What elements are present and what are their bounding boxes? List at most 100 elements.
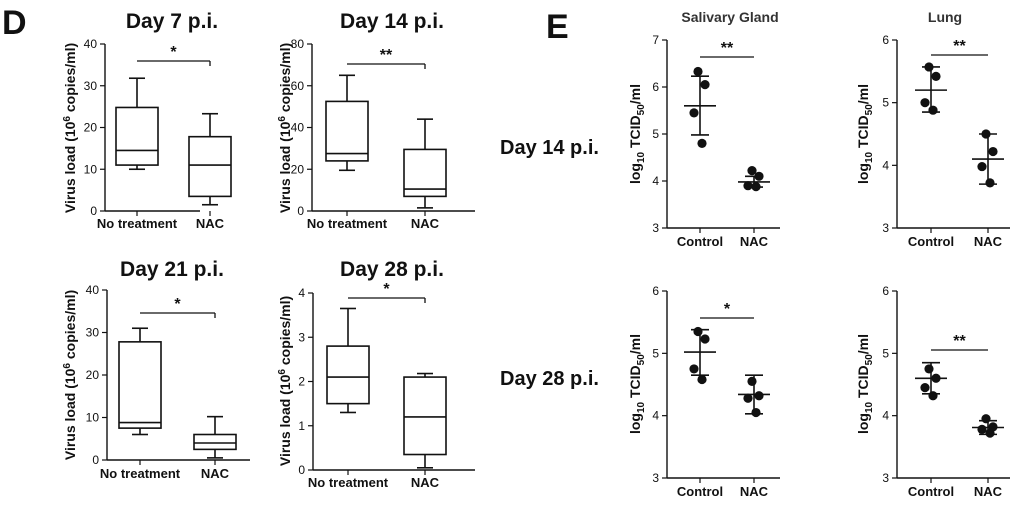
data-point	[697, 138, 707, 148]
significance-label: *	[174, 296, 181, 313]
box-iqr	[325, 100, 369, 162]
y-tick-label: 20	[84, 121, 98, 135]
category-label: NAC	[740, 484, 769, 499]
chart-d2: Day 14 p.i. 0 20 40 60 80 No treatment NAC Virus…	[277, 10, 475, 231]
data-point	[743, 393, 753, 403]
y-tick-label: 4	[882, 409, 889, 423]
box-iqr	[115, 106, 159, 166]
data-point	[988, 146, 998, 157]
chart-d4: Day 28 p.i. 0 1 2 3 4 No treatment NAC Virus loa…	[277, 258, 475, 490]
box-iqr	[193, 433, 237, 451]
category-label: NAC	[411, 475, 440, 490]
chart-title: Day 14 p.i.	[340, 10, 444, 33]
y-tick-label: 3	[882, 221, 889, 235]
y-tick-label: 6	[652, 284, 659, 298]
y-label-superscript: 6	[277, 369, 288, 375]
y-tick-label: 7	[652, 33, 659, 47]
data-point	[693, 66, 703, 77]
box-iqr	[326, 345, 370, 405]
box-iqr	[188, 135, 232, 198]
chart-title: Day 21 p.i.	[120, 258, 224, 281]
data-point	[985, 428, 995, 438]
y-axis-label: log10 TCID50/ml	[855, 84, 875, 184]
y-tick-label: 30	[86, 326, 100, 340]
data-point	[981, 129, 991, 139]
y-label-text: /ml	[855, 334, 871, 354]
y-axis-label: Virus load (106 copies/ml)	[277, 43, 293, 213]
data-point	[743, 181, 753, 191]
significance-label: **	[953, 333, 966, 350]
row-label-day14: Day 14 p.i.	[500, 137, 599, 159]
y-tick-label: 40	[291, 121, 305, 135]
significance-label: **	[721, 40, 734, 57]
data-point	[689, 364, 699, 374]
y-tick-label: 5	[882, 96, 889, 110]
significance-label: *	[170, 44, 177, 61]
y-label-text: /ml	[627, 334, 643, 354]
y-label-text: TCID	[855, 365, 871, 402]
y-tick-label: 3	[882, 471, 889, 485]
chart-title: Salivary Gland	[681, 9, 778, 25]
y-tick-label: 20	[291, 162, 305, 176]
y-tick-label: 5	[652, 346, 659, 360]
data-point	[747, 376, 757, 386]
y-tick-label: 3	[652, 471, 659, 485]
y-axis-label: Virus load (106 copies/ml)	[277, 296, 293, 466]
category-label: Control	[908, 484, 954, 499]
y-label-subscript: 50	[864, 104, 875, 116]
y-tick-label: 0	[92, 453, 99, 467]
chart-title: Lung	[928, 9, 962, 25]
y-axis-label: log10 TCID50/ml	[627, 334, 647, 434]
y-label-subscript: 50	[636, 354, 647, 366]
category-label: No treatment	[307, 216, 388, 231]
y-axis-label: Virus load (106 copies/ml)	[62, 290, 78, 460]
chart-title: Day 28 p.i.	[340, 258, 444, 281]
category-label: NAC	[974, 484, 1003, 499]
category-label: No treatment	[308, 475, 389, 490]
data-point	[985, 178, 995, 188]
data-point	[977, 161, 987, 172]
y-tick-label: 0	[298, 463, 305, 477]
y-tick-label: 30	[84, 79, 98, 93]
y-label-superscript: 6	[277, 116, 288, 122]
y-label-subscript: 10	[864, 151, 875, 163]
data-point	[693, 326, 703, 337]
data-point	[920, 98, 930, 108]
box-iqr	[118, 341, 162, 429]
y-label-text: TCID	[627, 115, 643, 152]
y-tick-label: 6	[882, 33, 889, 47]
box-iqr	[403, 376, 447, 456]
y-label-subscript: 50	[864, 354, 875, 366]
y-tick-label: 60	[291, 79, 305, 93]
y-tick-label: 6	[652, 80, 659, 94]
category-label: Control	[908, 234, 954, 249]
significance-label: **	[380, 47, 393, 64]
panel-label-e: E	[546, 8, 569, 46]
category-label: No treatment	[97, 216, 178, 231]
data-point	[754, 391, 764, 401]
y-tick-label: 5	[652, 127, 659, 141]
y-label-text: log	[855, 163, 871, 184]
y-tick-label: 4	[652, 174, 659, 188]
category-label: No treatment	[100, 466, 181, 481]
y-label-text: Virus load (10	[62, 368, 78, 460]
significance-label: *	[383, 281, 390, 298]
y-tick-label: 10	[84, 162, 98, 176]
y-label-text: /ml	[855, 84, 871, 104]
data-point	[754, 171, 764, 181]
y-label-subscript: 10	[636, 151, 647, 163]
data-point	[928, 105, 938, 115]
data-point	[931, 71, 941, 81]
category-label: NAC	[974, 234, 1003, 249]
data-point	[751, 182, 761, 192]
data-point	[751, 407, 761, 418]
y-tick-label: 20	[86, 368, 100, 382]
y-label-text: copies/ml)	[62, 290, 78, 363]
y-label-text: copies/ml)	[277, 296, 293, 369]
category-label: NAC	[740, 234, 769, 249]
row-label-day28: Day 28 p.i.	[500, 368, 599, 390]
y-tick-label: 3	[298, 330, 305, 344]
y-tick-label: 2	[298, 375, 305, 389]
y-tick-label: 40	[84, 37, 98, 51]
